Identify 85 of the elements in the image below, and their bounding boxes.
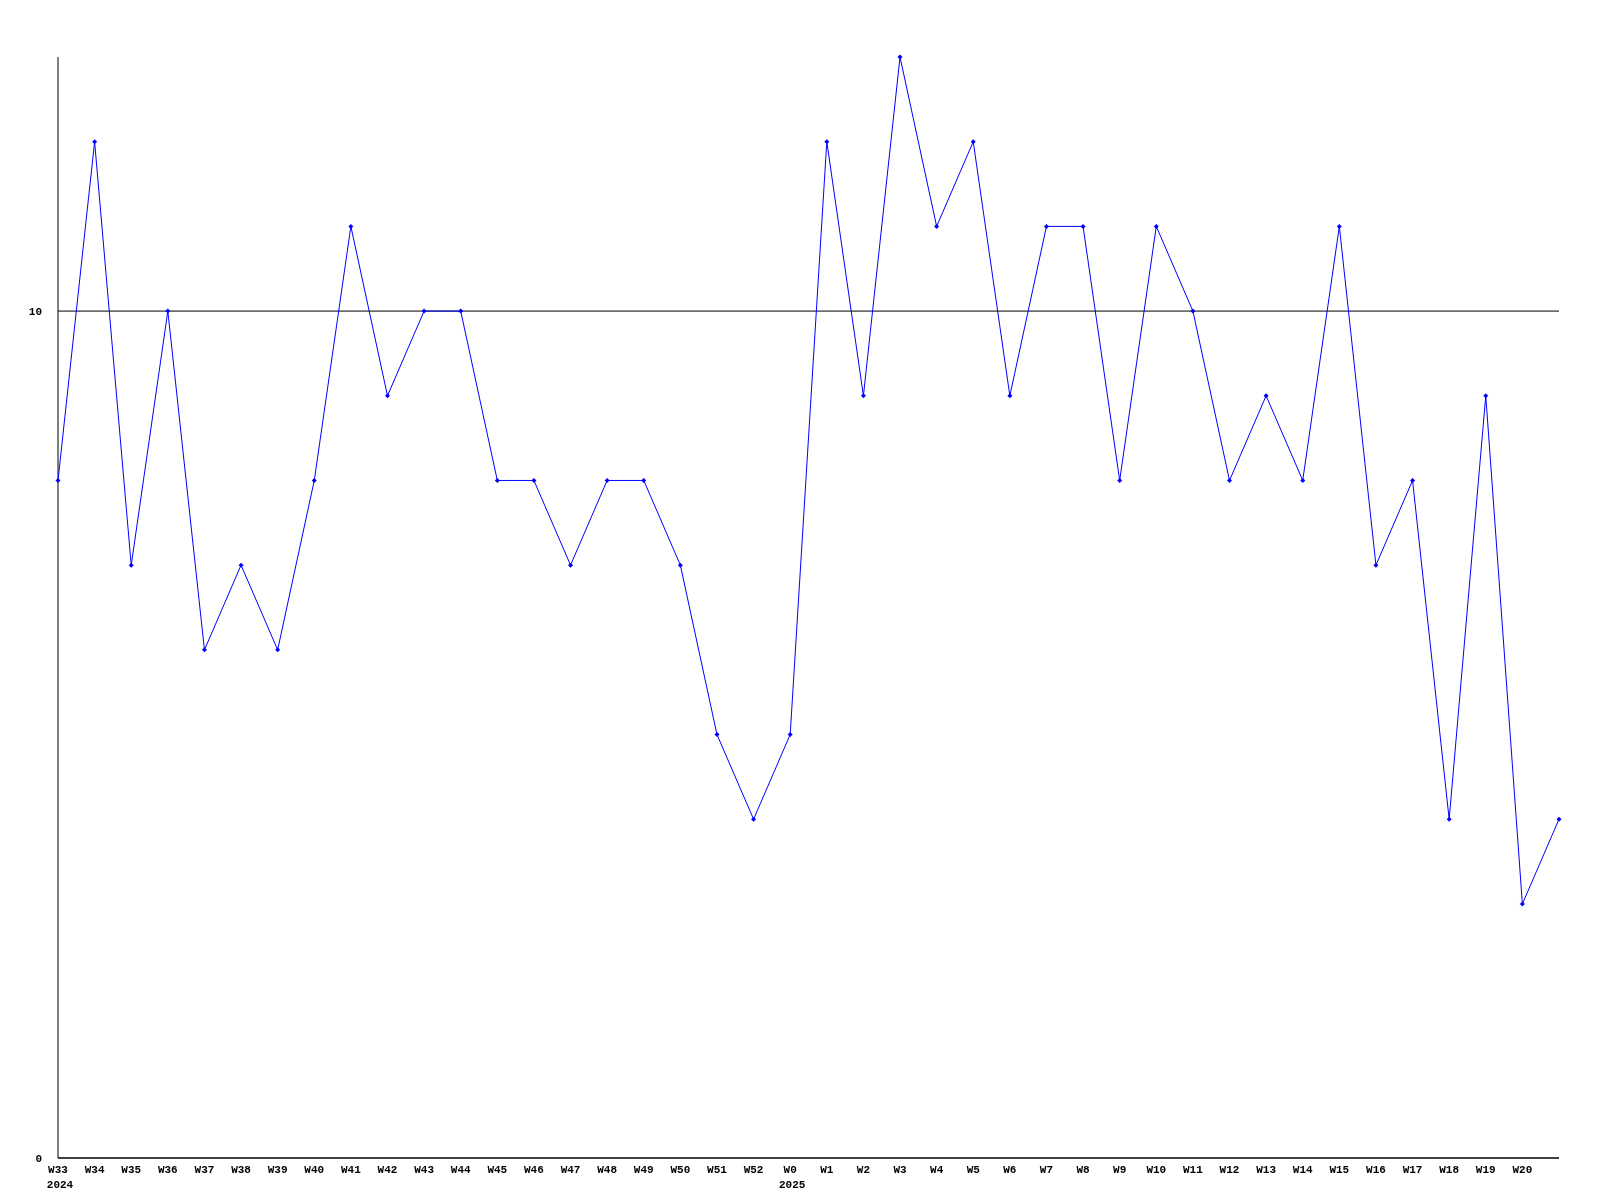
x-tick-label: W36 bbox=[157, 1164, 178, 1176]
point bbox=[860, 393, 866, 399]
point bbox=[1007, 393, 1013, 399]
x-tick-label: W10 bbox=[1146, 1164, 1167, 1176]
point bbox=[1556, 816, 1562, 822]
point bbox=[421, 308, 427, 314]
x-tick-label: W43 bbox=[414, 1164, 435, 1176]
point bbox=[55, 477, 61, 483]
point bbox=[1446, 816, 1452, 822]
point bbox=[934, 223, 940, 229]
point bbox=[1373, 562, 1379, 568]
x-tick-label: W15 bbox=[1329, 1164, 1350, 1176]
point bbox=[531, 477, 537, 483]
x-tick-label: W18 bbox=[1439, 1164, 1460, 1176]
point bbox=[311, 477, 317, 483]
x-tick-label: W6 bbox=[1003, 1164, 1017, 1176]
point bbox=[787, 732, 793, 738]
x-tick-label: W7 bbox=[1039, 1164, 1054, 1176]
point bbox=[1153, 223, 1159, 229]
point bbox=[641, 477, 647, 483]
x-tick-label: W13 bbox=[1256, 1164, 1277, 1176]
point bbox=[970, 139, 976, 145]
x-tick-label: W44 bbox=[450, 1164, 471, 1176]
x-tick-label: W47 bbox=[560, 1164, 581, 1176]
x-tick-label: W34 bbox=[84, 1164, 105, 1176]
point bbox=[751, 816, 757, 822]
x-tick-label: W16 bbox=[1366, 1164, 1386, 1176]
x-tick-label: W37 bbox=[194, 1164, 215, 1176]
x-tick-label: W2 bbox=[856, 1164, 871, 1176]
x-tick-label: W33 2024 bbox=[46, 1164, 74, 1191]
point bbox=[677, 562, 683, 568]
point bbox=[165, 308, 171, 314]
x-tick-label: W14 bbox=[1292, 1164, 1314, 1176]
point bbox=[201, 647, 207, 653]
x-tick-label: W0 2025 bbox=[778, 1164, 806, 1191]
point bbox=[1410, 477, 1416, 483]
x-tick-label: W17 bbox=[1402, 1164, 1423, 1176]
x-tick-label: W3 bbox=[893, 1164, 908, 1176]
point bbox=[714, 732, 720, 738]
point bbox=[458, 308, 464, 314]
point bbox=[1300, 477, 1306, 483]
point bbox=[824, 139, 830, 145]
point bbox=[1227, 477, 1233, 483]
x-tick-label: W49 bbox=[633, 1164, 654, 1176]
x-tick-label: W4 bbox=[930, 1164, 944, 1176]
point bbox=[494, 477, 500, 483]
x-tick-label: W45 bbox=[487, 1164, 508, 1176]
point bbox=[1483, 393, 1489, 399]
x-tick-label: W8 bbox=[1076, 1164, 1091, 1176]
x-tick-label: W20 bbox=[1512, 1164, 1533, 1176]
point bbox=[128, 562, 134, 568]
x-tick-label: W50 bbox=[670, 1164, 691, 1176]
x-tick-label: W39 bbox=[267, 1164, 288, 1176]
point bbox=[897, 54, 903, 60]
point bbox=[384, 393, 390, 399]
point bbox=[348, 223, 354, 229]
point bbox=[1080, 223, 1086, 229]
x-tick-label: W35 bbox=[121, 1164, 142, 1176]
point bbox=[1336, 223, 1342, 229]
x-tick-label: W11 bbox=[1183, 1164, 1204, 1176]
point bbox=[238, 562, 244, 568]
point bbox=[568, 562, 574, 568]
x-tick-label: W42 bbox=[377, 1164, 398, 1176]
point bbox=[1190, 308, 1196, 314]
point bbox=[1043, 223, 1049, 229]
x-tick-label: W38 bbox=[231, 1164, 252, 1176]
point bbox=[92, 139, 98, 145]
x-tick-label: W46 bbox=[524, 1164, 544, 1176]
point bbox=[1117, 477, 1123, 483]
x-tick-label: W51 bbox=[707, 1164, 728, 1176]
x-tick-label: W48 bbox=[597, 1164, 618, 1176]
x-tick-label: W19 bbox=[1475, 1164, 1496, 1176]
x-tick-label: W40 bbox=[304, 1164, 325, 1176]
point bbox=[1263, 393, 1269, 399]
x-tick-label: W52 bbox=[743, 1164, 764, 1176]
point bbox=[604, 477, 610, 483]
point bbox=[1519, 901, 1525, 907]
y-tick-label: 0 bbox=[35, 1153, 42, 1165]
point bbox=[275, 647, 281, 653]
x-tick-label: W5 bbox=[966, 1164, 981, 1176]
x-tick-label: W1 bbox=[820, 1164, 834, 1176]
x-tick-label: W41 bbox=[340, 1164, 362, 1176]
y-tick-label: 10 bbox=[28, 306, 42, 319]
x-tick-label: W12 bbox=[1219, 1164, 1240, 1176]
x-tick-label: W9 bbox=[1113, 1164, 1127, 1176]
